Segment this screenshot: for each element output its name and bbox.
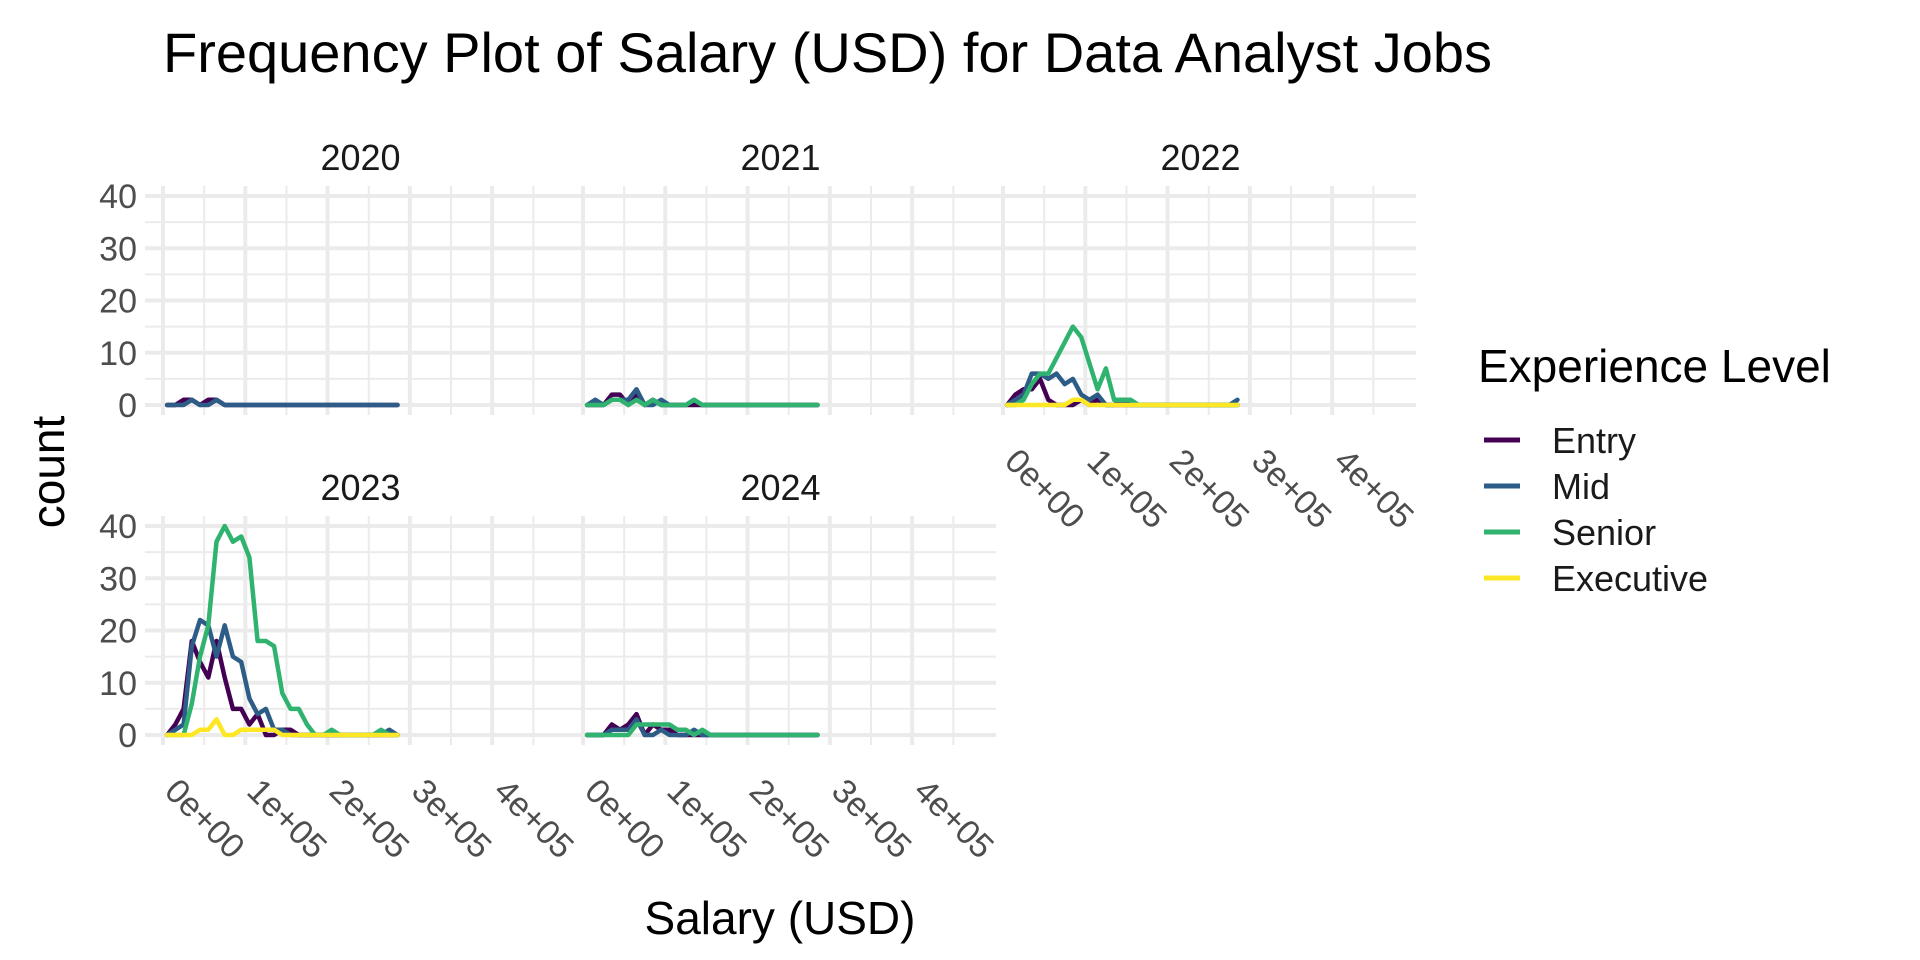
x-tick-label: 4e+05 — [1327, 442, 1421, 536]
facet-panel-2020: 2020 0 10 20 30 40 — [99, 137, 576, 425]
x-tick-label: 4e+05 — [907, 772, 1001, 866]
x-tick-label: 3e+05 — [1244, 442, 1338, 536]
y-tick-label: 10 — [99, 335, 137, 373]
x-tick-label: 3e+05 — [824, 772, 918, 866]
x-tick-label: 0e+00 — [157, 772, 251, 866]
legend: Experience Level Entry Mid Senior Executive — [1478, 340, 1831, 599]
legend-entry-entry: Entry — [1484, 420, 1636, 461]
legend-label: Entry — [1552, 420, 1636, 461]
x-tick-label: 2e+05 — [1162, 442, 1256, 536]
y-tick-label: 40 — [99, 178, 137, 216]
facet-strip-label: 2023 — [320, 467, 400, 508]
legend-title: Experience Level — [1478, 340, 1831, 392]
x-tick-label: 3e+05 — [404, 772, 498, 866]
y-tick-label: 20 — [99, 283, 137, 321]
x-axis-title: Salary (USD) — [645, 892, 916, 944]
y-tick-label: 20 — [99, 613, 137, 651]
x-tick-label: 1e+05 — [660, 772, 754, 866]
y-tick-label: 10 — [99, 665, 137, 703]
x-tick-label: 1e+05 — [240, 772, 334, 866]
series-line-executive — [1004, 397, 1240, 408]
chart-title: Frequency Plot of Salary (USD) for Data … — [163, 21, 1492, 84]
facet-strip-label: 2022 — [1160, 137, 1240, 178]
y-tick-label: 30 — [99, 560, 137, 598]
x-tick-label: 0e+00 — [577, 772, 671, 866]
y-tick-label: 30 — [99, 230, 137, 268]
facet-panel-2021: 2021 — [565, 137, 996, 415]
series-line-senior — [584, 397, 820, 408]
facet-strip-label: 2021 — [740, 137, 820, 178]
y-axis-title: count — [22, 416, 74, 529]
facet-strip-label: 2020 — [320, 137, 400, 178]
y-tick-label: 0 — [118, 387, 137, 425]
y-tick-label: 40 — [99, 508, 137, 546]
legend-label: Executive — [1552, 558, 1708, 599]
y-tick-label: 0 — [118, 717, 137, 755]
series-line-mid — [164, 397, 400, 408]
legend-entry-executive: Executive — [1484, 558, 1708, 599]
x-tick-label: 0e+00 — [997, 442, 1091, 536]
x-tick-label: 4e+05 — [487, 772, 581, 866]
legend-entry-senior: Senior — [1484, 512, 1656, 553]
series-line-executive — [164, 717, 400, 738]
facet-strip-label: 2024 — [740, 467, 820, 508]
x-tick-label: 1e+05 — [1080, 442, 1174, 536]
series-line-senior — [584, 722, 820, 738]
legend-label: Mid — [1552, 466, 1610, 507]
legend-entry-mid: Mid — [1484, 466, 1610, 507]
legend-label: Senior — [1552, 512, 1656, 553]
x-tick-label: 2e+05 — [322, 772, 416, 866]
x-tick-label: 2e+05 — [742, 772, 836, 866]
